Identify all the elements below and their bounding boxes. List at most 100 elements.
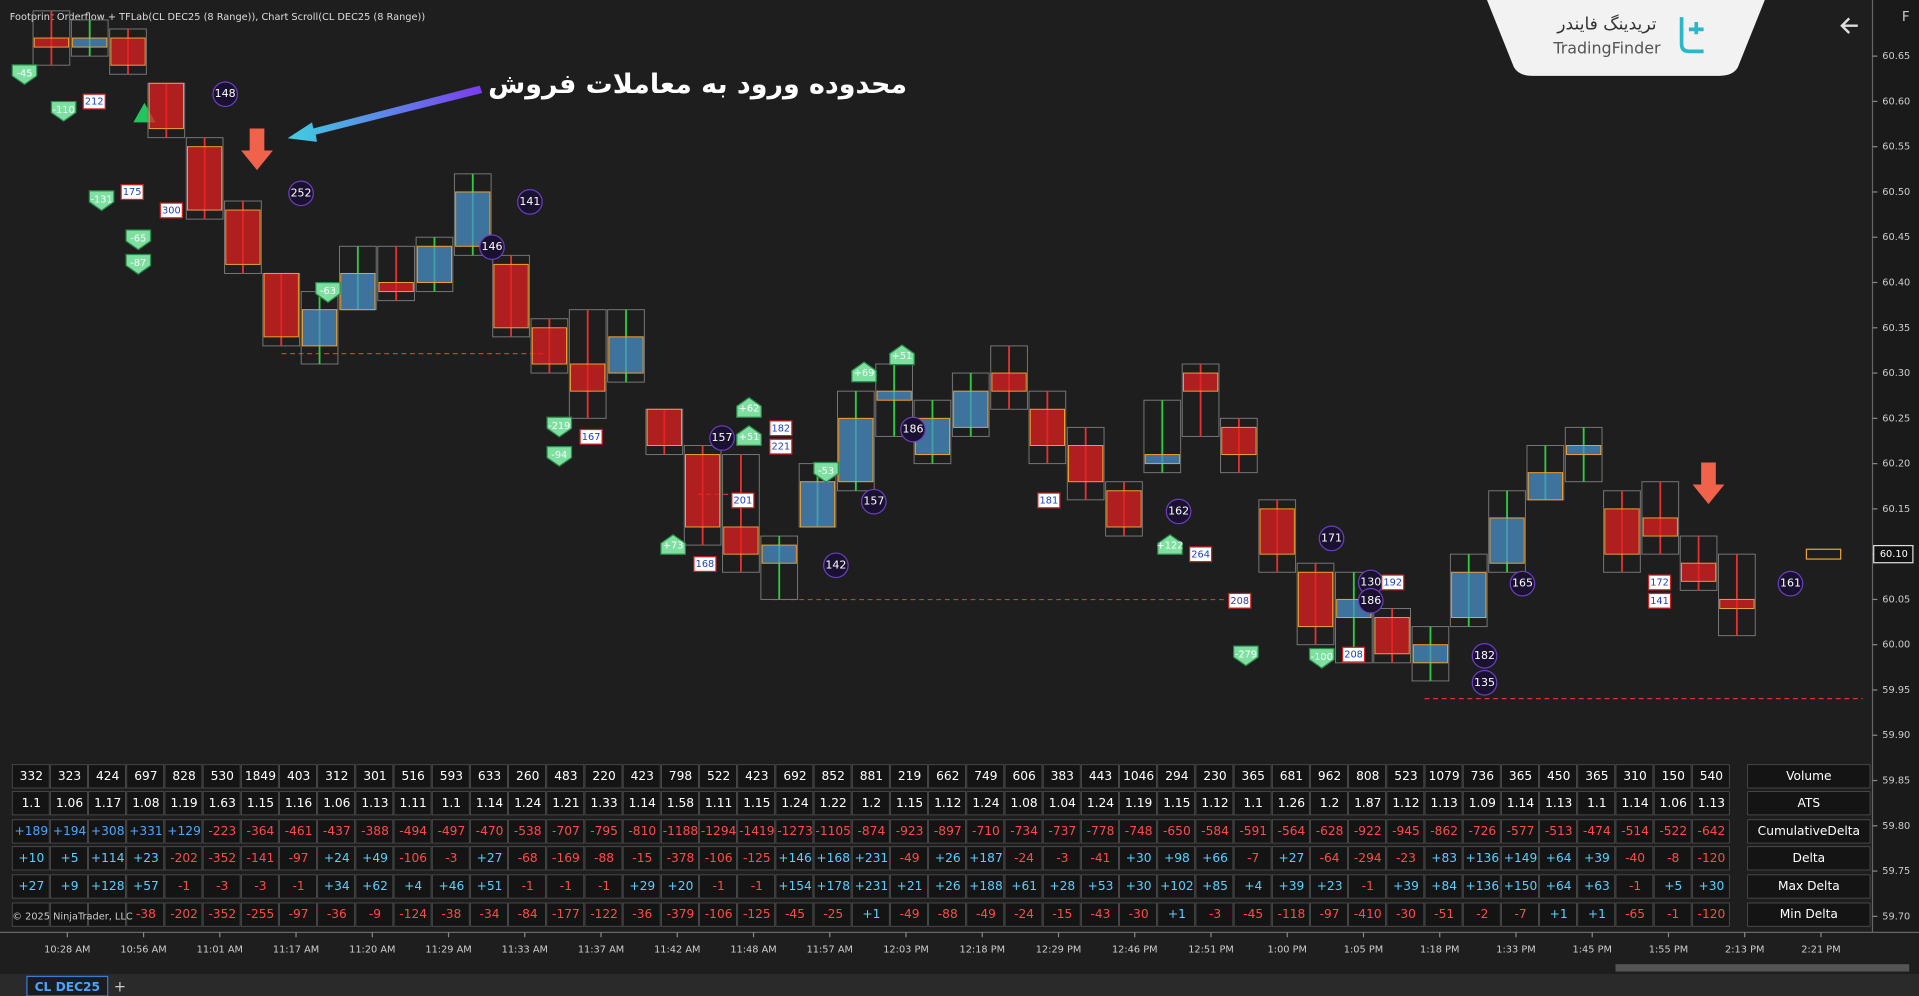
- table-cell: [164, 791, 203, 816]
- table-cell: [126, 846, 165, 871]
- cell-value: +114: [91, 851, 125, 865]
- cell-value: +150: [1504, 879, 1538, 893]
- cell-value: -497: [437, 824, 465, 838]
- table-cell: [1462, 819, 1501, 844]
- table-cell: [164, 874, 203, 899]
- delta-tag: [1233, 645, 1259, 667]
- time-label: 1:18 PM: [1420, 945, 1459, 956]
- table-cell: [584, 874, 623, 899]
- delta-tag: [1157, 533, 1183, 555]
- cell-value: -628: [1316, 824, 1344, 838]
- cell-value: +30: [1126, 879, 1152, 893]
- table-cell: [890, 819, 928, 844]
- cell-value: 1.24: [514, 796, 541, 810]
- cell-value: 1.1: [22, 796, 41, 810]
- cell-value: +146: [778, 851, 812, 865]
- table-cell: [928, 764, 966, 789]
- cell-value: -1: [522, 879, 534, 893]
- corner-button[interactable]: F: [1902, 10, 1910, 25]
- delta-tag-label: +51: [739, 432, 760, 443]
- table-cell: [851, 874, 890, 899]
- table-cell: [546, 764, 585, 789]
- table-cell: [202, 791, 241, 816]
- table-cell: [661, 819, 699, 844]
- cell-value: -710: [972, 824, 1000, 838]
- cell-value: 1.14: [1621, 796, 1648, 810]
- boxed-label: 208: [1230, 596, 1249, 607]
- table-cell: [1615, 874, 1654, 899]
- candle-body: [1029, 408, 1065, 446]
- table-cell: [1348, 764, 1387, 789]
- bubble-label: 161: [1780, 577, 1801, 590]
- price-label: 59.95: [1882, 685, 1910, 696]
- cell-value: +21: [897, 879, 923, 893]
- delta-tag: [11, 64, 38, 86]
- table-cell: [240, 791, 279, 816]
- cell-value: 1849: [245, 769, 276, 783]
- price-label: 60.50: [1882, 187, 1910, 198]
- cell-value: 1.14: [1507, 796, 1534, 810]
- cell-value: 881: [860, 769, 883, 783]
- price-axis-bg: [1872, 0, 1919, 933]
- cell-value: 260: [516, 769, 539, 783]
- table-cell: [1577, 819, 1616, 844]
- cell-value: -15: [632, 851, 652, 865]
- table-cell: [737, 764, 776, 789]
- delta-tag: [125, 253, 152, 275]
- time-label: 1:05 PM: [1344, 945, 1383, 956]
- table-cell: [126, 764, 165, 789]
- cell-value: +168: [816, 851, 850, 865]
- cell-value: -874: [858, 824, 886, 838]
- candle-body: [1566, 445, 1602, 456]
- cell-value: +66: [1202, 851, 1228, 865]
- table-cell: [1462, 846, 1501, 871]
- cell-value: -9: [369, 907, 381, 921]
- row-label-bg: [1747, 791, 1871, 816]
- cell-value: -68: [518, 851, 538, 865]
- tab-label[interactable]: CL DEC25: [35, 980, 100, 994]
- cell-value: +24: [324, 851, 350, 865]
- table-cell: [240, 764, 279, 789]
- cell-value: -577: [1507, 824, 1535, 838]
- cell-value: 150: [1662, 769, 1685, 783]
- delta-tag-label: -65: [130, 234, 146, 245]
- table-cell: [622, 791, 661, 816]
- table-cell: [11, 791, 50, 816]
- cell-value: -255: [247, 907, 275, 921]
- boxed-label: 167: [582, 432, 601, 443]
- table-cell: [355, 791, 394, 816]
- candle-body: [1106, 490, 1142, 528]
- tab[interactable]: [26, 975, 109, 996]
- cell-value: 540: [1700, 769, 1723, 783]
- table-cell: [279, 902, 317, 927]
- table-cell: [1539, 846, 1577, 871]
- table-cell: [1310, 874, 1348, 899]
- cell-value: -15: [1052, 907, 1072, 921]
- cell-value: -1: [178, 879, 190, 893]
- cell-value: 1.11: [400, 796, 427, 810]
- table-cell: [1653, 874, 1692, 899]
- cell-value: 1.19: [170, 796, 197, 810]
- table-cell: [431, 764, 470, 789]
- cell-value: +136: [1466, 879, 1500, 893]
- volume-bubble: [212, 81, 239, 108]
- cell-value: +4: [404, 879, 422, 893]
- copyright: © 2025 NinjaTrader, LLC: [12, 911, 133, 922]
- cell-value: -461: [285, 824, 313, 838]
- cell-value: 383: [1051, 769, 1074, 783]
- cell-value: 1.63: [209, 796, 236, 810]
- table-cell: [50, 902, 88, 927]
- price-label: 60.00: [1882, 640, 1910, 651]
- cell-value: -3: [254, 879, 266, 893]
- table-cell: [1195, 902, 1234, 927]
- candle-body: [1374, 617, 1410, 655]
- cell-value: -1294: [701, 824, 737, 838]
- table-cell: [431, 791, 470, 816]
- add-tab[interactable]: +: [114, 978, 126, 995]
- table-cell: [1386, 902, 1425, 927]
- cell-value: -388: [361, 824, 389, 838]
- row-label: Min Delta: [1780, 907, 1838, 921]
- candle-body: [761, 544, 797, 564]
- back-arrow[interactable]: [1840, 17, 1858, 34]
- scrollbar[interactable]: [1615, 964, 1910, 972]
